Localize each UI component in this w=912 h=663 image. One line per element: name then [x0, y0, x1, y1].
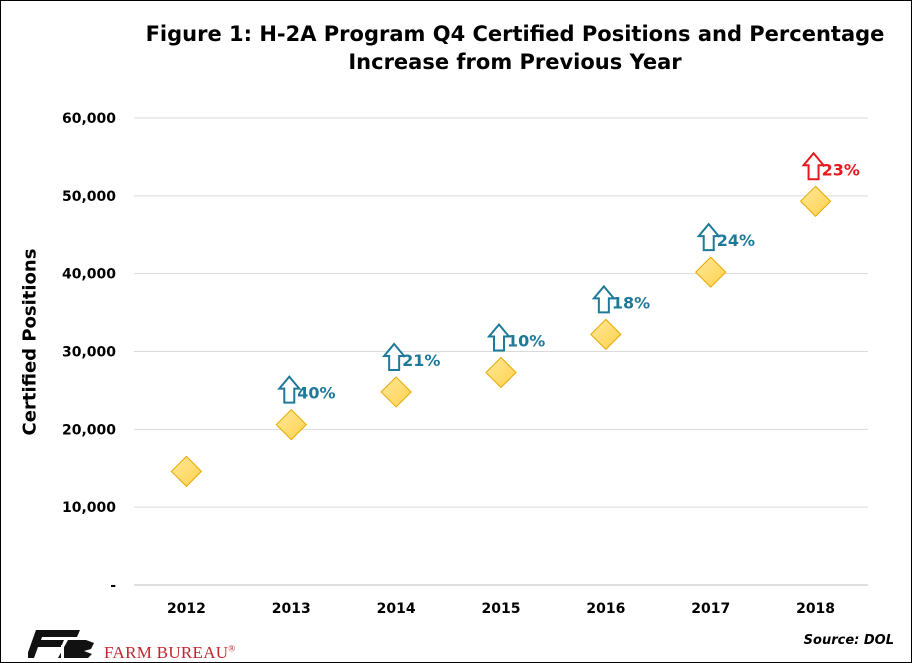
up-arrow-icon — [382, 342, 407, 371]
data-point — [695, 256, 727, 288]
y-tick-label: 50,000 — [62, 189, 116, 205]
percent-increase-label: 40% — [297, 384, 335, 403]
source-note: Source: DOL — [803, 633, 894, 648]
registered-mark: ® — [228, 643, 236, 654]
x-tick-label: 2012 — [167, 601, 206, 617]
data-point — [170, 455, 203, 488]
data-point — [485, 356, 517, 389]
x-tick-label: 2013 — [272, 601, 311, 617]
y-tick-label: 20,000 — [62, 422, 116, 438]
percent-increase-label: 21% — [402, 351, 440, 370]
brand-name: FARM BUREAU® — [104, 643, 236, 663]
x-tick-label: 2016 — [586, 601, 625, 617]
data-points — [170, 185, 832, 488]
x-tick-label: 2017 — [691, 601, 730, 617]
chart-title-line-2: Increase from Previous Year — [348, 50, 682, 74]
farm-bureau-logo-icon — [28, 630, 94, 658]
up-arrow-icon — [696, 222, 721, 252]
data-point — [799, 185, 832, 217]
y-tick-label: 10,000 — [62, 500, 116, 516]
up-arrow-icon — [277, 375, 302, 404]
x-tick-label: 2015 — [482, 601, 521, 617]
y-tick-label: 60,000 — [62, 111, 116, 127]
gridlines — [134, 117, 868, 508]
y-tick-label: 40,000 — [62, 267, 116, 283]
annotations: 40% 21% 10% 18% 24% 23% — [277, 151, 860, 404]
up-arrow-icon — [486, 322, 512, 352]
tick-labels: - 10,000 20,000 30,000 40,000 50,000 60,000 201… — [62, 111, 835, 617]
up-arrow-icon — [591, 284, 616, 314]
data-point — [380, 376, 412, 408]
up-arrow-icon — [801, 151, 826, 181]
percent-increase-label: 23% — [822, 160, 860, 179]
brand-text: FARM BUREAU — [104, 643, 229, 662]
chart-title-line-1: Figure 1: H-2A Program Q4 Certified Posi… — [145, 22, 885, 46]
x-tick-label: 2018 — [796, 601, 835, 617]
y-tick-label: 30,000 — [62, 345, 116, 361]
data-point — [275, 408, 307, 441]
percent-increase-label: 18% — [612, 293, 650, 312]
x-tick-label: 2014 — [377, 601, 416, 617]
y-tick-label: - — [110, 578, 116, 594]
percent-increase-label: 24% — [717, 231, 755, 250]
chart-title: Figure 1: H-2A Program Q4 Certified Posi… — [130, 20, 900, 76]
data-point — [590, 318, 622, 351]
percent-increase-label: 10% — [507, 332, 545, 351]
